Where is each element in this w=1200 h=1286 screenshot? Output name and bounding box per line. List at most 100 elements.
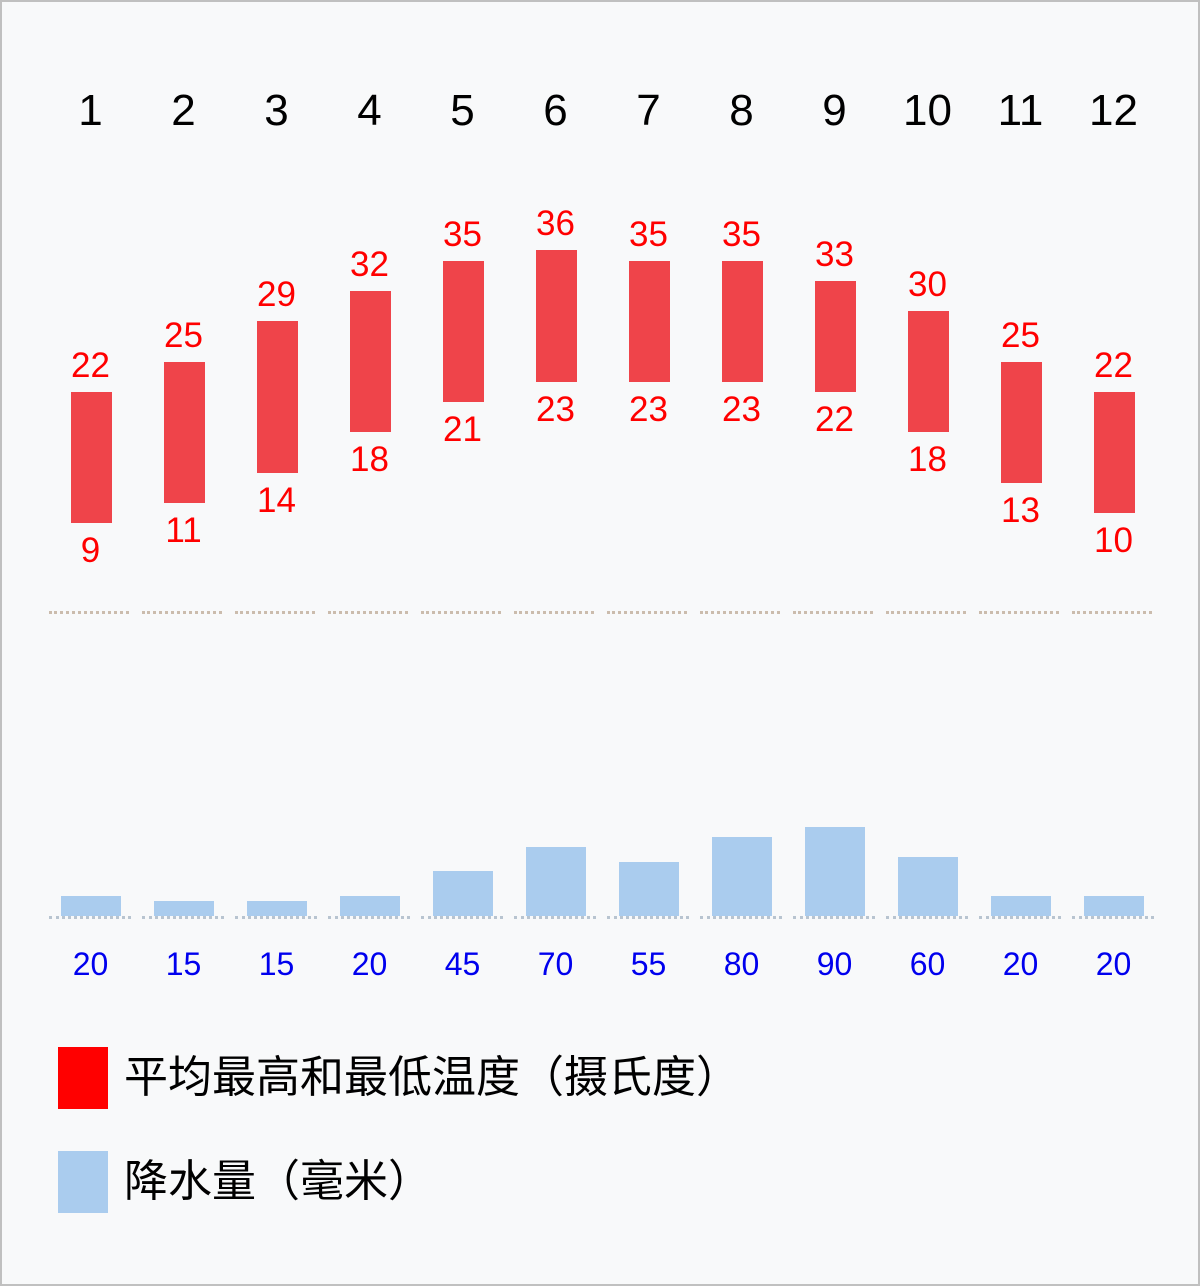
precipitation-baseline [979, 916, 1061, 919]
legend-swatch-precipitation [58, 1151, 108, 1213]
low-temp-label: 22 [815, 399, 854, 439]
precipitation-baseline [328, 916, 410, 919]
month-label: 4 [357, 86, 382, 135]
temperature-range-bar [163, 361, 205, 503]
low-temp-label: 23 [629, 389, 668, 429]
high-temp-label: 35 [443, 214, 482, 254]
temperature-baseline [328, 611, 408, 614]
precipitation-value-label: 70 [537, 946, 574, 982]
temperature-range-bar [442, 260, 484, 402]
month-label: 3 [264, 86, 289, 135]
high-temp-label: 33 [815, 234, 854, 274]
precipitation-value-label: 45 [444, 946, 481, 982]
temperature-range-bar [907, 311, 949, 433]
low-temp-label: 18 [350, 440, 389, 480]
temperature-range-bar [256, 321, 298, 473]
low-temp-label: 14 [257, 480, 296, 520]
precipitation-bar [153, 901, 214, 916]
precipitation-baseline [49, 916, 131, 919]
month-label: 5 [450, 86, 475, 135]
precipitation-value-label: 80 [723, 946, 760, 982]
precipitation-baseline [793, 916, 875, 919]
precipitation-bar [246, 901, 307, 916]
precipitation-value-label: 55 [630, 946, 667, 982]
high-temp-label: 35 [722, 214, 761, 254]
precipitation-baseline [1072, 916, 1154, 919]
high-temp-label: 29 [257, 275, 296, 315]
precipitation-bar [618, 861, 679, 916]
temperature-range-bar [814, 280, 856, 392]
precipitation-baseline [700, 916, 782, 919]
high-temp-label: 35 [629, 214, 668, 254]
precipitation-value-label: 20 [351, 946, 388, 982]
precipitation-bar [60, 896, 121, 916]
precipitation-baseline [607, 916, 689, 919]
temperature-range-bar [1000, 361, 1042, 483]
precipitation-baseline [514, 916, 596, 919]
month-label: 12 [1089, 86, 1138, 135]
low-temp-label: 23 [536, 389, 575, 429]
precipitation-value-label: 20 [1002, 946, 1039, 982]
precipitation-baseline [235, 916, 317, 919]
high-temp-label: 30 [908, 265, 947, 304]
high-temp-label: 36 [536, 204, 575, 244]
temperature-range-bar [1093, 391, 1135, 513]
precipitation-value-label: 15 [258, 946, 295, 982]
temperature-baseline [49, 611, 129, 614]
temperature-range-bar [628, 260, 670, 382]
temperature-baseline [1072, 611, 1152, 614]
low-temp-label: 11 [165, 510, 202, 550]
temperature-range-bar [70, 391, 112, 524]
precipitation-bar [990, 896, 1051, 916]
high-temp-label: 32 [350, 244, 389, 284]
precipitation-value-label: 20 [72, 946, 109, 982]
low-temp-label: 18 [908, 440, 947, 480]
precipitation-value-label: 60 [909, 946, 946, 982]
temperature-baseline [421, 611, 501, 614]
month-label: 11 [997, 86, 1044, 135]
temperature-baseline [607, 611, 687, 614]
month-label: 10 [903, 86, 952, 135]
precipitation-bar [339, 896, 400, 916]
legend-label-temperature: 平均最高和最低温度（摄氏度） [124, 1052, 740, 1103]
temperature-baseline [700, 611, 780, 614]
temperature-baseline [142, 611, 222, 614]
low-temp-label: 9 [80, 531, 101, 571]
low-temp-label: 10 [1094, 521, 1133, 560]
month-label: 8 [729, 86, 754, 135]
precipitation-bar [711, 836, 772, 916]
precipitation-bar [804, 826, 865, 916]
month-label: 9 [822, 86, 847, 135]
month-label: 7 [636, 86, 661, 135]
legend-swatch-temperature [58, 1047, 108, 1109]
low-temp-label: 23 [722, 389, 761, 429]
high-temp-label: 25 [164, 315, 203, 355]
high-temp-label: 22 [1094, 345, 1133, 385]
precipitation-value-label: 15 [165, 946, 202, 982]
temperature-baseline [514, 611, 594, 614]
legend-label-precipitation: 降水量（毫米） [124, 1156, 432, 1207]
temperature-baseline [979, 611, 1059, 614]
precipitation-bar [897, 856, 958, 916]
high-temp-label: 25 [1001, 315, 1040, 355]
temperature-baseline [793, 611, 873, 614]
precipitation-baseline [886, 916, 968, 919]
temperature-range-bar [721, 260, 763, 382]
precipitation-bar [1083, 896, 1144, 916]
precipitation-value-label: 20 [1095, 946, 1132, 982]
high-temp-label: 22 [71, 345, 110, 385]
precipitation-baseline [142, 916, 224, 919]
month-label: 2 [171, 86, 196, 135]
temperature-baseline [235, 611, 315, 614]
month-label: 6 [543, 86, 568, 135]
low-temp-label: 13 [1001, 490, 1040, 530]
temperature-range-bar [349, 290, 391, 433]
month-label: 1 [78, 86, 103, 135]
temperature-baseline [886, 611, 966, 614]
precipitation-baseline [421, 916, 503, 919]
temperature-range-bar [535, 250, 577, 382]
precipitation-bar [525, 846, 586, 916]
low-temp-label: 21 [443, 409, 482, 449]
precipitation-value-label: 90 [816, 946, 853, 982]
